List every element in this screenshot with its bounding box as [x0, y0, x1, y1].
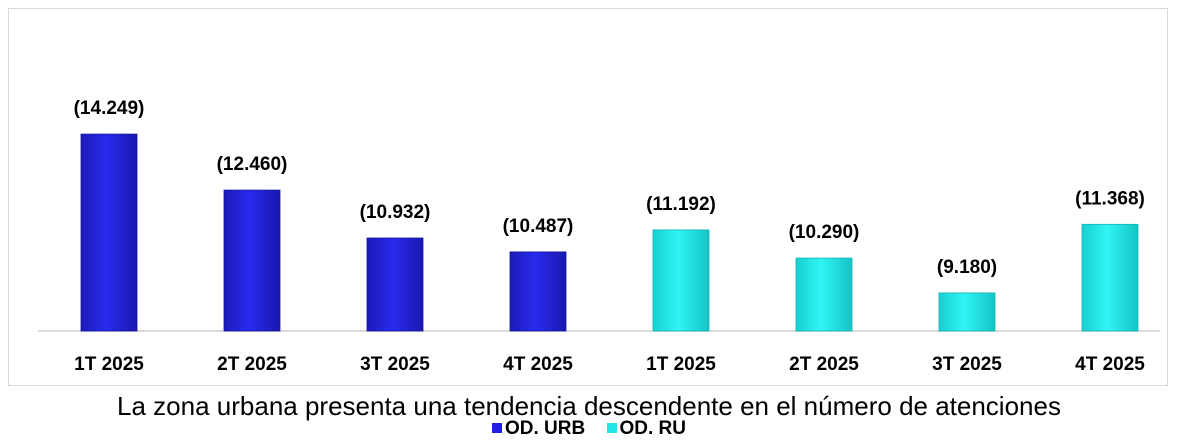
x-tick-label-2: 2T 2025	[217, 354, 287, 375]
legend-label-ru: OD. RU	[619, 418, 687, 439]
x-tick-label-5: 1T 2025	[646, 354, 716, 375]
legend-item-urb: OD. URB	[491, 418, 586, 440]
bar-7	[938, 292, 996, 332]
data-label-4: (10.487)	[503, 216, 574, 237]
bar-4	[509, 251, 567, 332]
chart-caption: La zona urbana presenta una tendencia de…	[117, 391, 1061, 421]
data-label-7: (9.180)	[937, 257, 997, 278]
legend-item-ru: OD. RU	[606, 418, 687, 440]
data-label-8: (11.368)	[1075, 188, 1145, 209]
x-tick-label-3: 3T 2025	[360, 354, 430, 375]
legend-label-urb: OD. URB	[504, 418, 586, 439]
bar-1	[80, 133, 138, 332]
data-label-5: (11.192)	[646, 194, 716, 215]
x-tick-label-1: 1T 2025	[74, 354, 144, 375]
data-label-1: (14.249)	[74, 98, 145, 119]
x-tick-label-7: 3T 2025	[932, 354, 1002, 375]
x-tick-label-4: 4T 2025	[503, 354, 573, 375]
data-label-3: (10.932)	[360, 202, 431, 223]
x-tick-label-8: 4T 2025	[1075, 354, 1145, 375]
x-tick-label-6: 2T 2025	[789, 354, 859, 375]
bar-3	[366, 237, 424, 332]
legend-swatch-urb	[491, 423, 502, 433]
chart-frame	[8, 8, 1168, 386]
chart-legend: OD. URB OD. RU	[0, 418, 1178, 440]
data-label-6: (10.290)	[789, 222, 860, 243]
bar-6	[795, 257, 853, 332]
bar-5	[652, 229, 710, 332]
legend-swatch-ru	[606, 423, 617, 433]
data-label-2: (12.460)	[217, 154, 288, 175]
bar-2	[223, 189, 281, 332]
bar-chart: (14.249) (12.460) (10.932) (10.487) (11.192)…	[38, 98, 1160, 375]
bar-8	[1081, 223, 1139, 332]
